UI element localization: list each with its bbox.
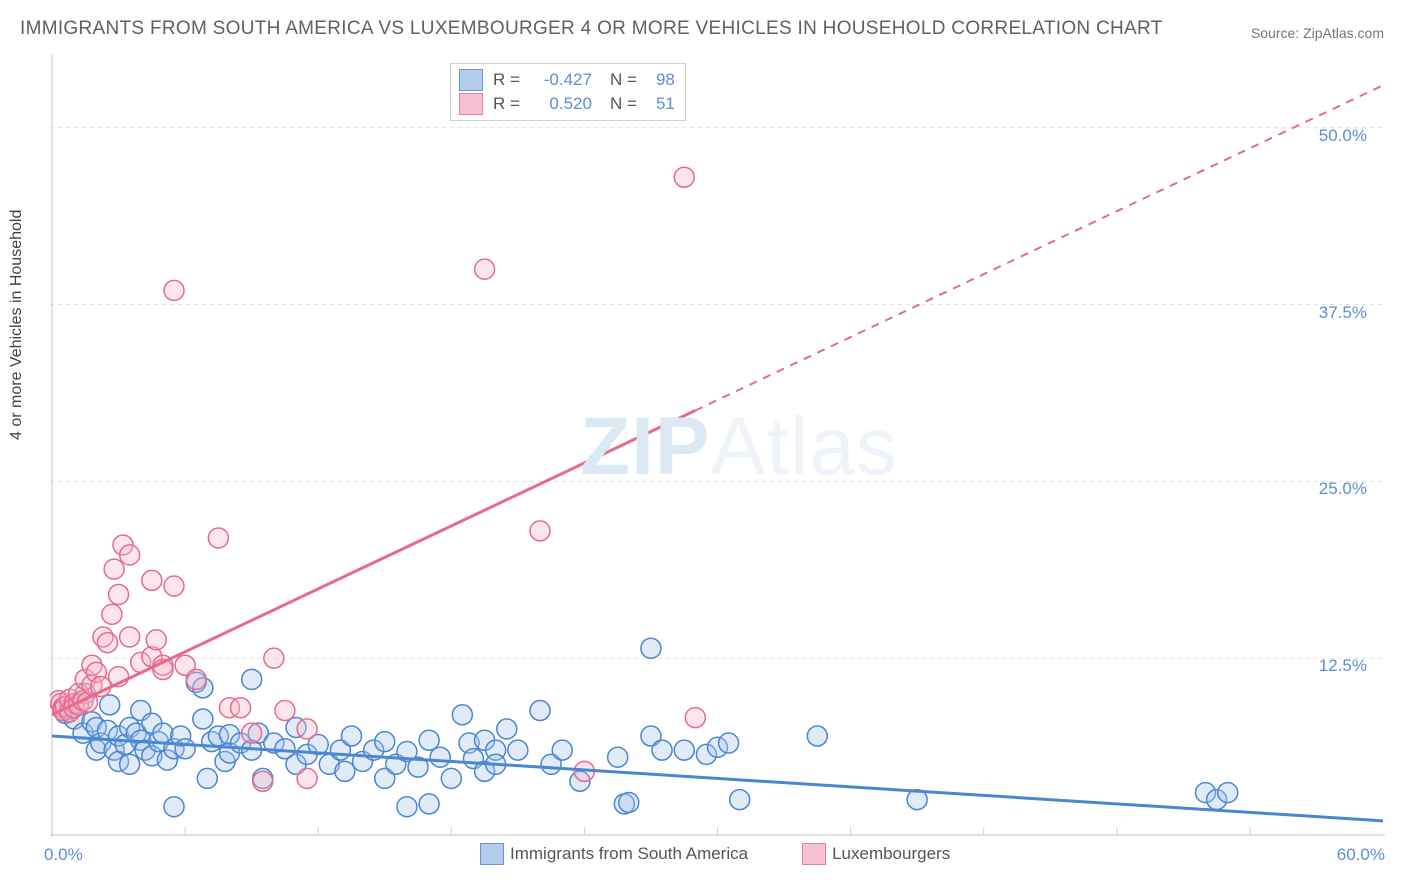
r-value: -0.427 [524,70,592,90]
immigrants-point[interactable] [175,739,195,759]
immigrants-swatch [459,69,483,91]
y-tick-label: 25.0% [1319,479,1367,499]
legend-item-luxembourgers[interactable]: Luxembourgers [802,843,950,865]
immigrants-point[interactable] [652,740,672,760]
n-value: 51 [641,94,675,114]
source-link[interactable]: ZipAtlas.com [1303,25,1384,41]
chart-title: IMMIGRANTS FROM SOUTH AMERICA VS LUXEMBO… [20,18,1163,40]
luxembourgers-point[interactable] [164,576,184,596]
immigrants-point[interactable] [242,669,262,689]
chart-area: ZIPAtlas R =-0.427N =98R =0.520N =51 0.0… [50,55,1385,837]
luxembourgers-point[interactable] [530,521,550,541]
luxembourgers-trendline-dashed [695,85,1383,410]
y-tick-label: 50.0% [1319,126,1367,146]
y-axis-label: 4 or more Vehicles in Household [8,210,26,440]
immigrants-point[interactable] [341,726,361,746]
immigrants-point[interactable] [1218,783,1238,803]
r-label: R = [493,94,520,114]
immigrants-point[interactable] [530,701,550,721]
luxembourgers-swatch-icon [802,843,826,865]
x-tick-max: 60.0% [1337,845,1385,865]
x-tick-min: 0.0% [44,845,83,865]
immigrants-point[interactable] [375,732,395,752]
immigrants-swatch-icon [480,843,504,865]
immigrants-point[interactable] [674,740,694,760]
immigrants-point[interactable] [807,726,827,746]
luxembourgers-point[interactable] [142,570,162,590]
correlation-legend: R =-0.427 N =98 R =0.520 N =51 [450,63,686,121]
immigrants-point[interactable] [397,797,417,817]
y-tick-label: 37.5% [1319,303,1367,323]
luxembourgers-trendline-solid [52,411,695,715]
luxembourgers-point[interactable] [264,648,284,668]
immigrants-point[interactable] [120,754,140,774]
immigrants-point[interactable] [335,761,355,781]
luxembourgers-point[interactable] [674,167,694,187]
luxembourgers-point[interactable] [146,630,166,650]
legend-label: Immigrants from South America [510,844,748,864]
immigrants-point[interactable] [508,740,528,760]
legend-item-immigrants[interactable]: Immigrants from South America [480,843,748,865]
legend-stats-row-luxembourgers: R =0.520 N =51 [459,92,675,116]
series-legend: Immigrants from South America Luxembourge… [480,843,990,865]
immigrants-point[interactable] [719,733,739,753]
immigrants-point[interactable] [197,768,217,788]
immigrants-point[interactable] [441,768,461,788]
immigrants-point[interactable] [193,709,213,729]
immigrants-point[interactable] [552,740,572,760]
luxembourgers-point[interactable] [253,771,273,791]
luxembourgers-point[interactable] [685,708,705,728]
immigrants-point[interactable] [164,797,184,817]
immigrants-point[interactable] [452,705,472,725]
luxembourgers-point[interactable] [164,280,184,300]
luxembourgers-point[interactable] [242,723,262,743]
n-label: N = [610,70,637,90]
luxembourgers-point[interactable] [102,604,122,624]
y-tick-label: 12.5% [1319,656,1367,676]
immigrants-point[interactable] [430,747,450,767]
r-label: R = [493,70,520,90]
luxembourgers-point[interactable] [297,719,317,739]
luxembourgers-point[interactable] [120,545,140,565]
n-value: 98 [641,70,675,90]
luxembourgers-point[interactable] [475,259,495,279]
immigrants-point[interactable] [419,794,439,814]
immigrants-point[interactable] [608,747,628,767]
luxembourgers-point[interactable] [97,633,117,653]
luxembourgers-point[interactable] [297,768,317,788]
immigrants-point[interactable] [100,695,120,715]
source-label: Source: [1251,25,1299,41]
r-value: 0.520 [524,94,592,114]
legend-label: Luxembourgers [832,844,950,864]
luxembourgers-point[interactable] [104,559,124,579]
luxembourgers-point[interactable] [109,585,129,605]
luxembourgers-point[interactable] [186,669,206,689]
source-attribution: Source: ZipAtlas.com [1251,25,1384,41]
immigrants-point[interactable] [730,790,750,810]
legend-stats-row-immigrants: R =-0.427 N =98 [459,68,675,92]
immigrants-point[interactable] [419,730,439,750]
n-label: N = [610,94,637,114]
luxembourgers-point[interactable] [275,701,295,721]
luxembourgers-point[interactable] [231,698,251,718]
luxembourgers-point[interactable] [120,627,140,647]
luxembourgers-point[interactable] [208,528,228,548]
immigrants-point[interactable] [619,792,639,812]
immigrants-point[interactable] [641,638,661,658]
immigrants-point[interactable] [497,719,517,739]
luxembourgers-swatch [459,93,483,115]
scatter-chart [50,55,1385,837]
